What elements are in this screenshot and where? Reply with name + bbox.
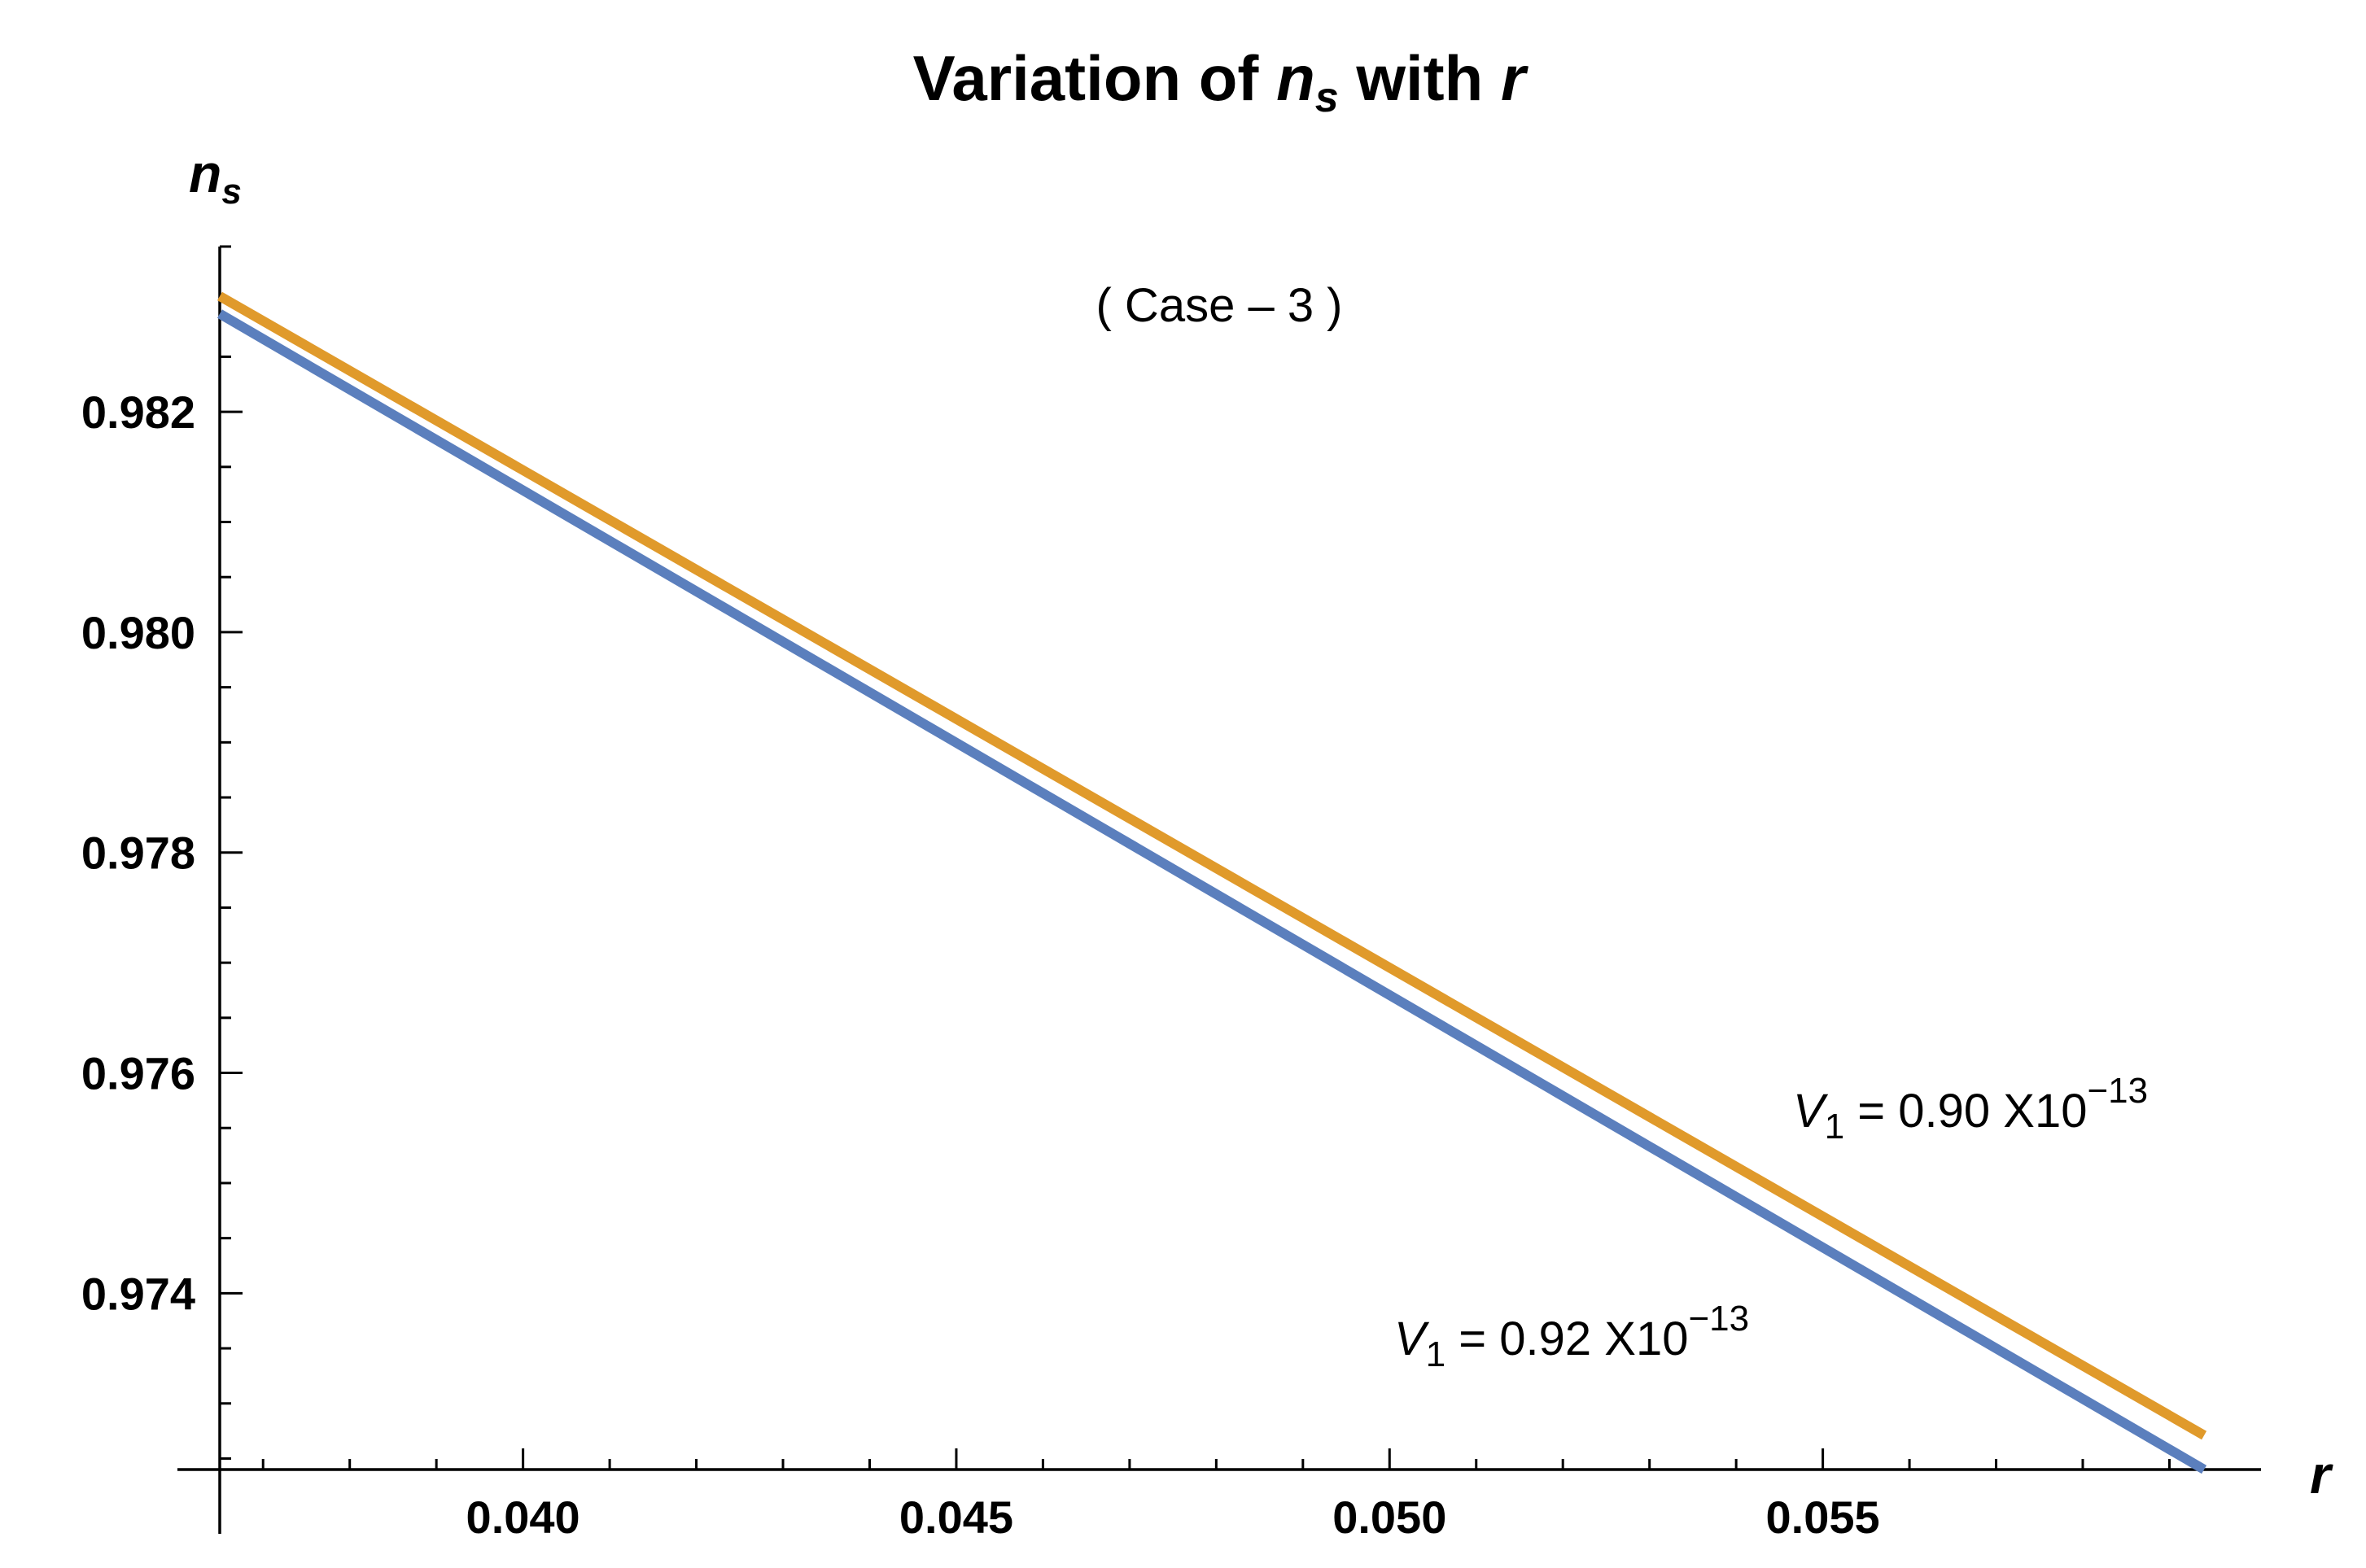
y-tick-label: 0.978: [81, 828, 195, 879]
y-tick-label: 0.980: [81, 607, 195, 658]
series-line-1: [217, 291, 2207, 1440]
y-tick-label: 0.974: [81, 1268, 195, 1319]
y-tick-label: 0.976: [81, 1048, 195, 1099]
x-tick-label: 0.040: [466, 1492, 580, 1543]
y-tick-label: 0.982: [81, 387, 195, 438]
y-axis-label: ns: [189, 143, 242, 212]
case-annotation: ( Case – 3 ): [1096, 279, 1343, 332]
series-label-1: V1 = 0.90 X10−13: [1793, 1071, 2148, 1147]
series-label-0: V1 = 0.92 X10−13: [1394, 1299, 1749, 1374]
x-tick-label: 0.045: [899, 1492, 1013, 1543]
series: [216, 291, 2207, 1474]
chart-title: Variation of ns with r: [913, 42, 1528, 121]
axes: [177, 247, 2261, 1534]
series-line-0: [216, 309, 2207, 1474]
x-tick-label: 0.055: [1766, 1492, 1880, 1543]
tick-labels: 0.040 0.045 0.050 0.055 0.974 0.976 0.978 0.980…: [81, 387, 1880, 1543]
x-axis-label: r: [2310, 1444, 2333, 1505]
x-tick-label: 0.050: [1332, 1492, 1446, 1543]
ticks: [220, 245, 2171, 1470]
